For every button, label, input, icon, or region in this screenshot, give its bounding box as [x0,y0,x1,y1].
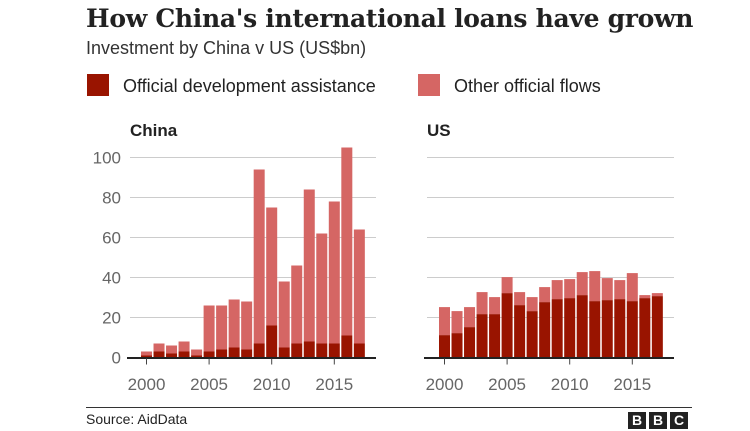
bar-oda-2014 [614,299,626,358]
bar-oof-2003 [178,341,190,352]
bar-oda-2009 [551,299,563,358]
x-tick-label: 2005 [488,375,526,394]
bar-oda-2017 [353,343,365,358]
bar-oof-2013 [601,278,613,301]
bar-oof-2006 [514,292,526,306]
bar-oof-2010 [564,279,576,299]
bar-oda-2002 [464,327,476,358]
bar-oof-2001 [451,311,463,334]
bar-oof-2000 [439,307,450,336]
x-tick-label: 2000 [426,375,464,394]
bar-oda-2006 [514,305,526,358]
bar-oof-2014 [316,233,328,344]
bar-oof-2012 [291,265,303,344]
bar-oof-2002 [464,307,476,328]
bar-oda-2011 [278,347,290,358]
bar-oda-2008 [241,349,253,358]
bar-oda-2007 [526,311,538,358]
x-tick-label: 2010 [253,375,291,394]
bar-oof-2014 [614,280,626,300]
bar-oda-2004 [191,355,203,358]
bar-oda-2002 [166,353,178,358]
chart-subtitle: Investment by China v US (US$bn) [86,38,367,58]
bar-oof-2009 [551,280,563,300]
bar-oof-2013 [303,189,315,342]
bar-oof-2011 [278,281,290,348]
bar-oda-2003 [476,314,488,358]
bar-oof-2015 [328,201,340,344]
bar-oda-2007 [228,347,240,358]
y-tick-label: 20 [102,309,121,328]
bar-oda-2008 [539,302,551,358]
bar-oda-2015 [626,301,638,358]
bar-oof-2015 [626,273,638,302]
y-tick-label: 0 [112,349,121,368]
bar-oda-2017 [651,296,663,358]
bar-oof-2003 [476,292,488,315]
bar-oof-2002 [166,345,178,354]
bar-oof-2006 [216,305,228,350]
bar-oof-2016 [341,147,353,336]
legend-swatch-oda [87,74,109,96]
bar-oof-2005 [203,305,215,352]
bar-oof-2008 [241,301,253,350]
y-tick-label: 80 [102,189,121,208]
bar-oof-2009 [253,169,265,344]
y-tick-label: 100 [93,149,121,168]
bar-oda-2010 [266,325,278,358]
bar-oof-2008 [539,287,551,303]
bar-oda-2012 [589,301,601,358]
x-tick-label: 2015 [613,375,651,394]
bar-oda-2014 [316,343,328,358]
bar-oda-2016 [639,298,651,358]
bar-oof-2012 [589,271,601,302]
bar-oda-2005 [203,351,215,358]
x-tick-label: 2015 [315,375,353,394]
bar-oda-2011 [576,295,588,358]
bar-oda-2016 [341,335,353,358]
bar-oda-2004 [489,314,501,358]
bar-oda-2003 [178,351,190,358]
bar-oda-2012 [291,343,303,358]
bar-oda-2006 [216,349,228,358]
bar-oof-2007 [228,299,240,348]
chart-title: How China's international loans have gro… [86,4,694,33]
bar-oda-2013 [303,341,315,358]
y-tick-label: 40 [102,269,121,288]
panel-title-china: China [130,121,178,140]
x-tick-label: 2010 [551,375,589,394]
bar-oof-2017 [651,293,663,297]
source-note: Source: AidData [86,411,188,427]
bar-oda-2010 [564,298,576,358]
legend-label-oof: Other official flows [454,76,601,96]
bar-oda-2001 [451,333,463,358]
bar-oda-2000 [439,335,450,358]
y-tick-label: 60 [102,229,121,248]
bar-oda-2009 [253,343,265,358]
bar-oof-2016 [639,295,651,299]
x-tick-label: 2000 [128,375,166,394]
bar-oof-2007 [526,297,538,312]
bar-oda-2001 [153,351,165,358]
bar-oof-2005 [501,277,513,294]
bar-oof-2000 [141,351,152,356]
footer-divider [86,407,692,408]
legend-label-oda: Official development assistance [123,76,376,96]
bar-oda-2015 [328,343,340,358]
x-tick-label: 2005 [190,375,228,394]
bar-oda-2005 [501,293,513,358]
panel-title-us: US [427,121,451,140]
bar-oof-2010 [266,207,278,326]
bar-oda-2013 [601,300,613,358]
bar-oof-2017 [353,229,365,344]
bar-oof-2001 [153,343,165,352]
legend-swatch-oof [418,74,440,96]
bar-oof-2004 [191,349,203,356]
bar-oof-2011 [576,272,588,296]
bar-oda-2000 [141,355,152,358]
bar-oof-2004 [489,297,501,315]
